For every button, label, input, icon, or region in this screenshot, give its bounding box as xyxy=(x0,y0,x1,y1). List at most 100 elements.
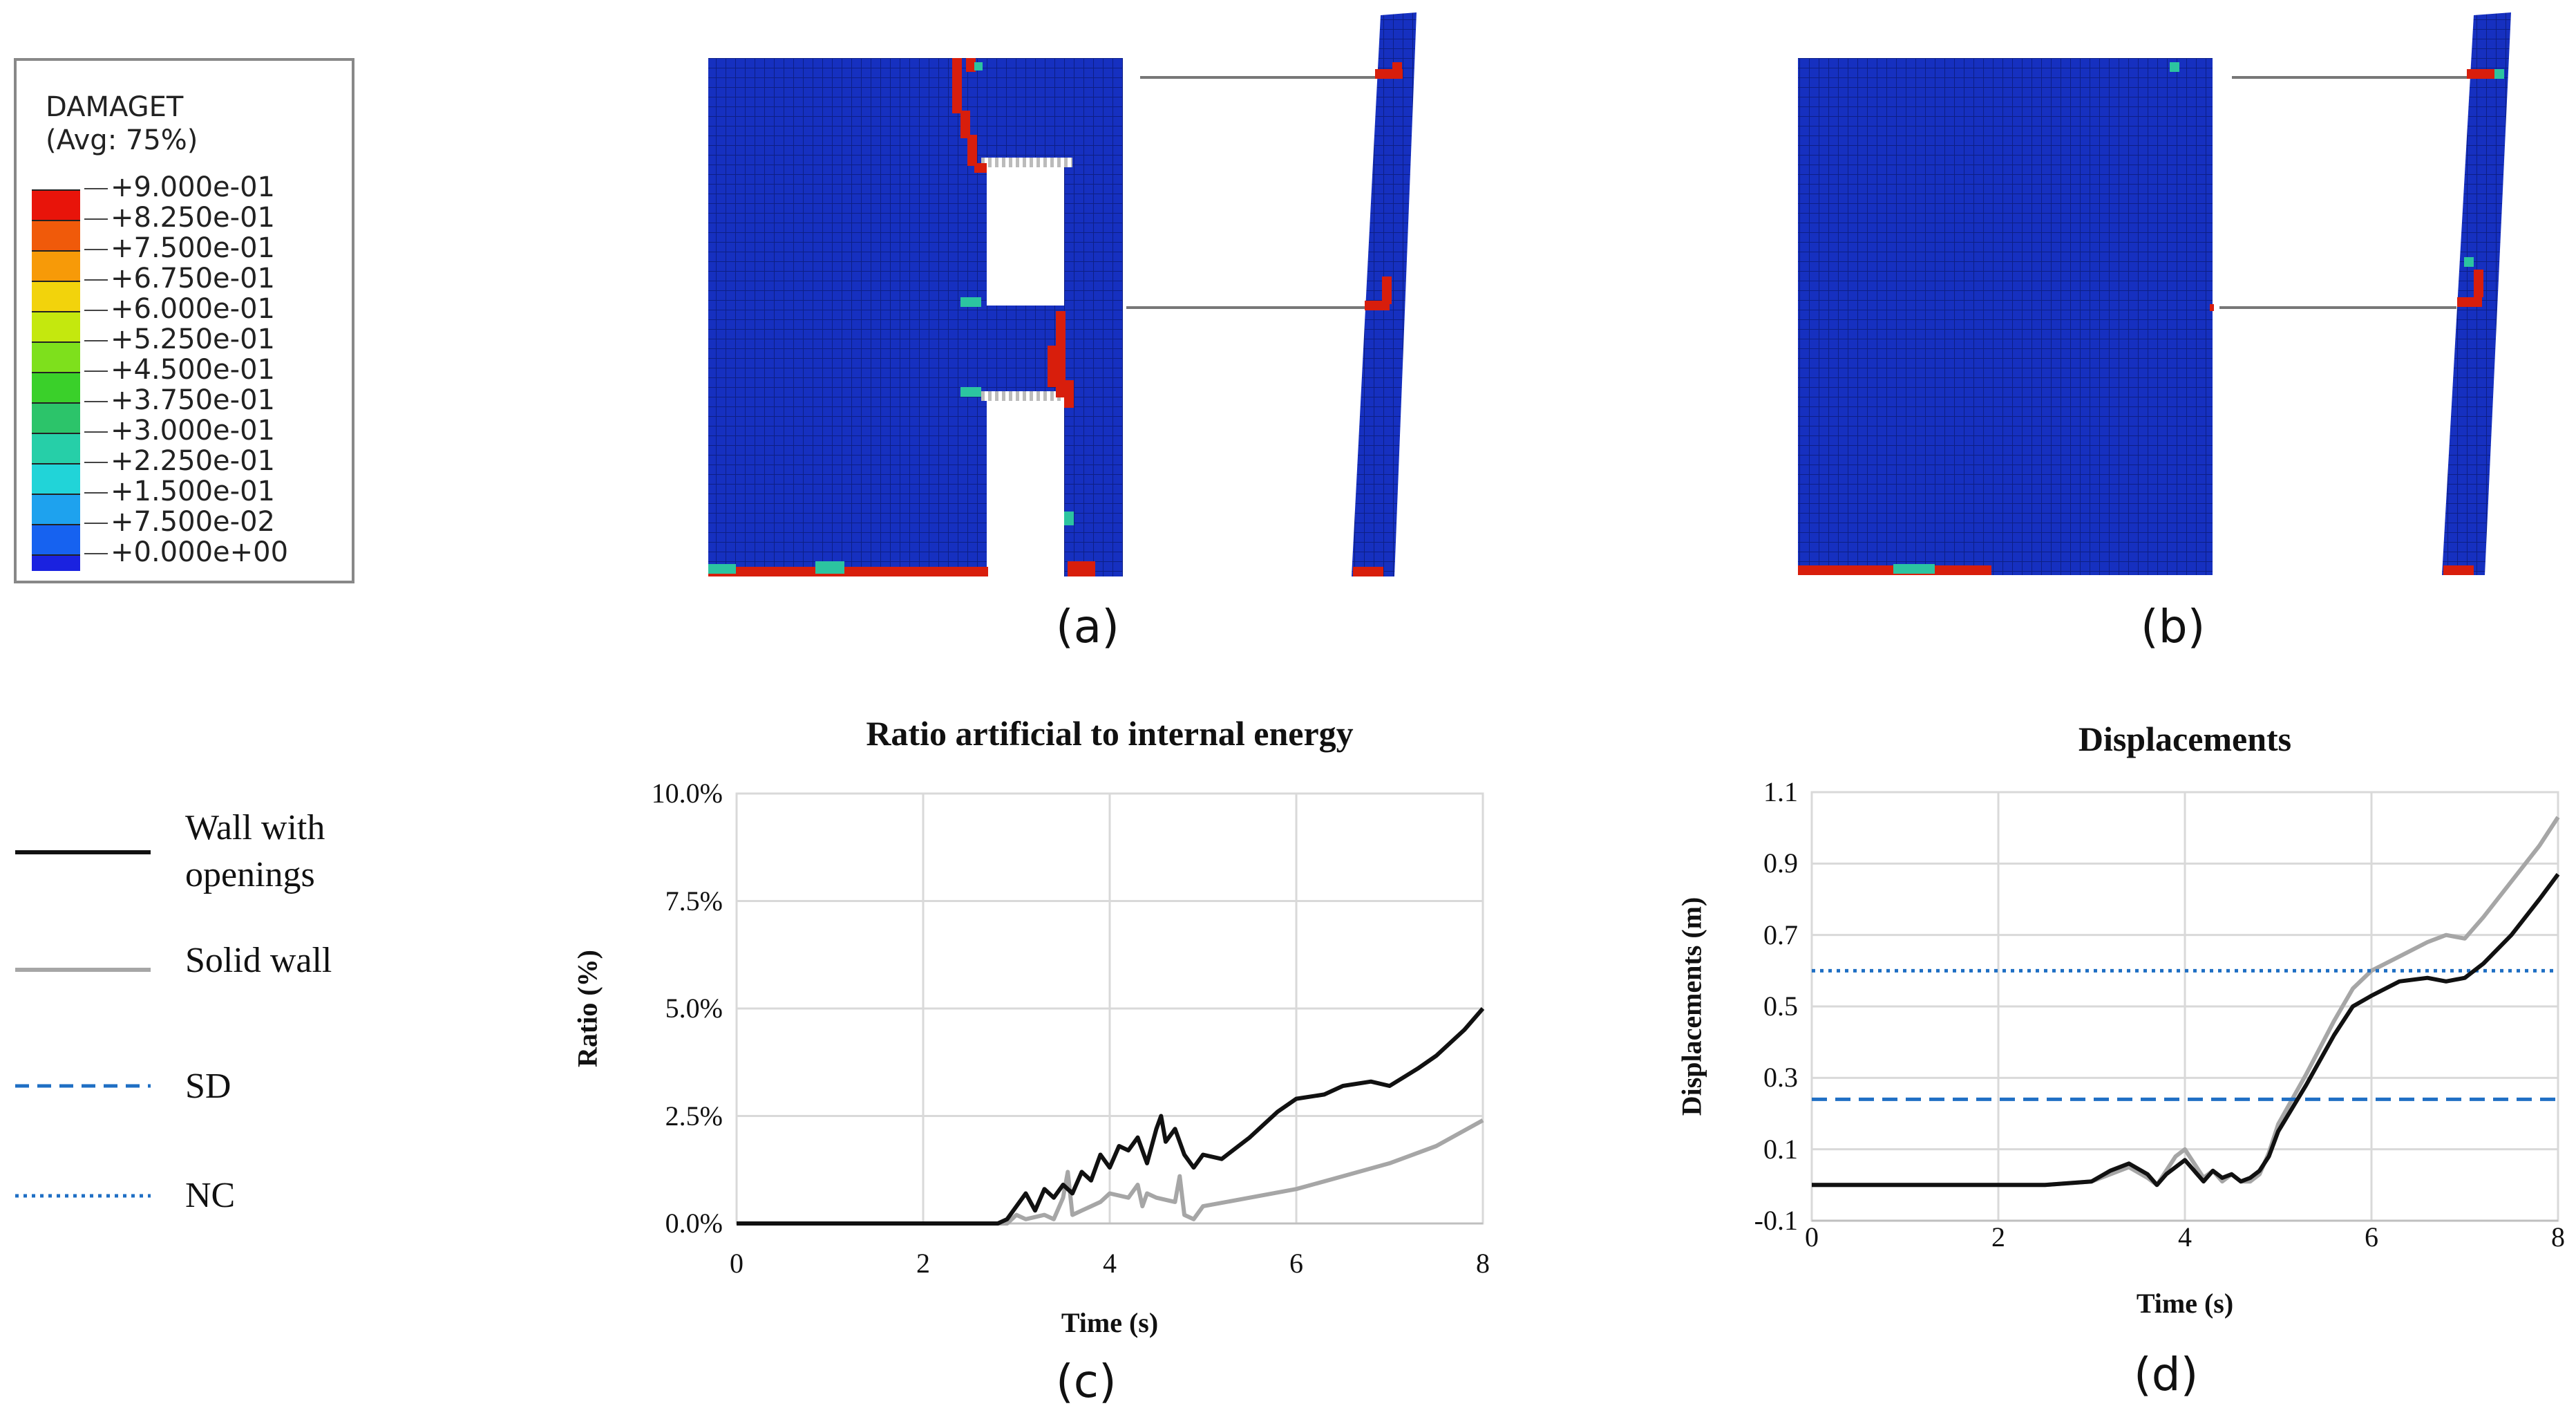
colorbar-label: +8.250e-01 xyxy=(111,202,275,234)
colorbar-tick xyxy=(84,218,108,220)
lintel-top xyxy=(981,158,1072,167)
colorbar-tick xyxy=(84,370,108,372)
wall-with-openings-contour xyxy=(708,12,1417,576)
colorbar-swatch xyxy=(32,402,80,433)
damage-spots-b xyxy=(1893,62,2179,574)
colorbar-tick xyxy=(84,523,108,524)
legend-label-nc: NC xyxy=(185,1176,236,1215)
colorbar-label: +1.500e-01 xyxy=(111,476,275,507)
colorbar-label: +3.750e-01 xyxy=(111,384,275,416)
colorbar-tick xyxy=(84,431,108,433)
colorbar-swatch xyxy=(32,372,80,402)
colorbar-tick xyxy=(84,492,108,494)
x-tick-label: 0 xyxy=(1805,1221,1819,1253)
y-tick-label: 0.0% xyxy=(665,1208,723,1239)
y-tick-label: 0.9 xyxy=(1763,847,1798,879)
side-spots-b xyxy=(2464,69,2504,267)
door-opening-bottom xyxy=(987,395,1064,576)
colorbar-tick xyxy=(84,462,108,463)
legend-label-sd: SD xyxy=(185,1067,231,1106)
colorbar-swatch xyxy=(32,463,80,494)
x-tick-label: 0 xyxy=(730,1248,744,1279)
colorbar-tick xyxy=(84,340,108,341)
colorbar-tick xyxy=(84,553,108,554)
colorbar-tick xyxy=(84,188,108,189)
chart-title: Ratio artificial to internal energy xyxy=(866,714,1354,753)
window-opening-top xyxy=(987,162,1064,306)
colorbar-label: +3.000e-01 xyxy=(111,415,275,447)
damage-colorbar-legend: DAMAGET (Avg: 75%) +9.000e-01 +8.250e-01 +… xyxy=(14,58,354,583)
x-tick-label: 6 xyxy=(2365,1221,2378,1253)
side-damage-a xyxy=(1353,62,1403,576)
y-tick-label: 1.1 xyxy=(1763,776,1798,807)
colorbar-swatch xyxy=(32,554,80,571)
y-tick-label: 7.5% xyxy=(665,885,723,917)
series-legend xyxy=(15,850,151,1198)
y-tick-label: 0.7 xyxy=(1763,919,1798,950)
x-tick-label: 4 xyxy=(2178,1221,2192,1253)
colorbar-swatch xyxy=(32,220,80,250)
y-tick-label: 0.5 xyxy=(1763,991,1798,1022)
colorbar-tick xyxy=(84,249,108,250)
colorbar-tick xyxy=(84,279,108,281)
colorbar-title: DAMAGET xyxy=(46,91,184,123)
colorbar-swatch xyxy=(32,250,80,281)
colorbar-swatch xyxy=(32,281,80,311)
colorbar-label: +6.750e-01 xyxy=(111,263,275,294)
series-wall-with-openings-line xyxy=(737,1007,1485,1226)
panel-label-c: (c) xyxy=(1056,1355,1117,1408)
colorbar-swatch xyxy=(32,341,80,372)
x-tick-label: 8 xyxy=(2551,1221,2565,1253)
chart-ratio-energy xyxy=(735,792,1485,1226)
x-axis-label: Time (s) xyxy=(2136,1288,2234,1319)
chart-displacements xyxy=(1810,791,2560,1222)
colorbar-label: +7.500e-01 xyxy=(111,232,275,264)
colorbar-subtitle: (Avg: 75%) xyxy=(46,124,198,156)
y-tick-label: 0.3 xyxy=(1763,1062,1798,1094)
colorbar-swatch xyxy=(32,494,80,524)
damage-spots-a xyxy=(708,62,1074,574)
colorbar-swatch xyxy=(32,433,80,463)
colorbar-label: +7.500e-02 xyxy=(111,506,275,538)
y-tick-label: 0.1 xyxy=(1763,1133,1798,1165)
x-tick-label: 2 xyxy=(916,1248,930,1279)
colorbar-tick xyxy=(84,401,108,402)
colorbar-label: +6.000e-01 xyxy=(111,293,275,325)
y-tick-label: 10.0% xyxy=(651,778,723,809)
colorbar-label: +4.500e-01 xyxy=(111,354,275,386)
legend-label-wall-openings-line2: openings xyxy=(185,855,315,894)
legend-label-wall-openings-line1: Wall with xyxy=(185,808,325,847)
x-axis-label: Time (s) xyxy=(1061,1307,1159,1338)
colorbar-label: +9.000e-01 xyxy=(111,171,275,203)
y-tick-label: 5.0% xyxy=(665,993,723,1024)
y-axis-label: Ratio (%) xyxy=(571,950,603,1067)
x-tick-label: 2 xyxy=(1991,1221,2005,1253)
series-solid-wall-line xyxy=(737,1118,1484,1226)
damage-cracks-a xyxy=(708,58,1095,576)
x-tick-label: 4 xyxy=(1103,1248,1117,1279)
y-tick-label: 2.5% xyxy=(665,1100,723,1132)
colorbar-label: +2.250e-01 xyxy=(111,445,275,477)
x-tick-label: 6 xyxy=(1289,1248,1303,1279)
y-tick-label: -0.1 xyxy=(1754,1205,1798,1236)
panel-label-d: (d) xyxy=(2134,1348,2199,1401)
series-wall-with-openings-line xyxy=(1812,873,2560,1188)
colorbar-label: +5.250e-01 xyxy=(111,323,275,355)
solid-wall-contour xyxy=(1798,12,2511,575)
wall-b-front-face xyxy=(1798,58,2213,575)
side-damage-b xyxy=(2443,69,2494,575)
colorbar-swatch xyxy=(32,311,80,341)
panel-label-b: (b) xyxy=(2141,600,2206,653)
colorbar-tick xyxy=(84,310,108,311)
x-tick-label: 8 xyxy=(1476,1248,1490,1279)
colorbar-swatch xyxy=(32,189,80,220)
y-axis-label: Displacements (m) xyxy=(1676,897,1707,1116)
colorbar-label: +0.000e+00 xyxy=(111,536,289,568)
legend-label-solid-wall: Solid wall xyxy=(185,941,332,980)
lintel-middle xyxy=(981,391,1072,401)
chart-title: Displacements xyxy=(2078,720,2292,758)
colorbar-swatch xyxy=(32,524,80,554)
panel-label-a: (a) xyxy=(1056,600,1119,653)
legend-label-wall-openings: Wall with openings xyxy=(185,805,325,899)
